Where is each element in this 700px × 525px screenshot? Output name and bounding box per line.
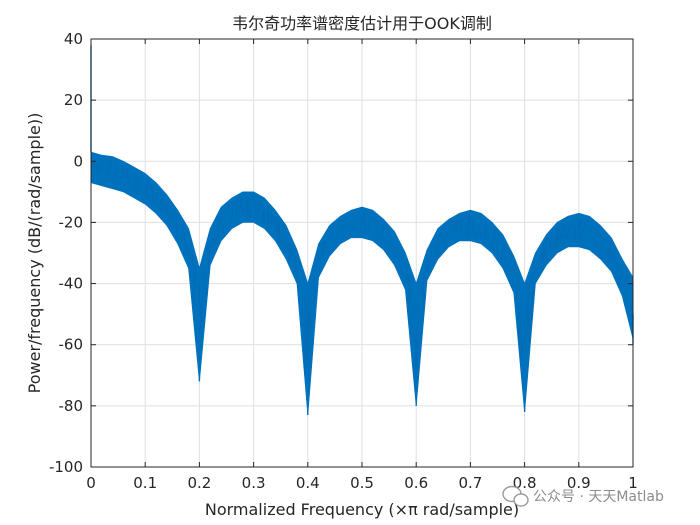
y-tick-label: 0	[73, 152, 83, 170]
y-tick-label: -60	[59, 336, 84, 354]
y-tick-label: -100	[49, 458, 83, 476]
y-tick-label: -80	[59, 397, 84, 415]
x-tick-label: 0.7	[458, 474, 482, 492]
x-tick-label: 0.5	[350, 474, 374, 492]
x-tick-label: 0	[86, 474, 96, 492]
x-tick-label: 0.4	[296, 474, 320, 492]
axis-ticks: 0 0.1 0.2 0.3 0.4 0.5 0.6 0.7 0.8 0.9 1 -100 -80 -60 -…	[49, 30, 638, 492]
chart-title: 韦尔奇功率谱密度估计用于OOK调制	[232, 14, 492, 33]
x-axis-label: Normalized Frequency (×π rad/sample)	[205, 500, 519, 519]
x-tick-label: 0.2	[187, 474, 211, 492]
wechat-icon	[502, 485, 529, 507]
y-axis-label: Power/frequency (dB/(rad/sample))	[25, 113, 44, 394]
x-tick-label: 0.1	[133, 474, 157, 492]
y-tick-label: 40	[64, 30, 83, 48]
x-tick-label: 0.9	[567, 474, 591, 492]
y-tick-label: 20	[64, 91, 83, 109]
y-tick-label: -20	[59, 213, 84, 231]
x-tick-label: 0.3	[242, 474, 266, 492]
x-tick-label: 1	[628, 474, 638, 492]
watermark: 公众号 · 天天Matlab	[502, 485, 664, 507]
watermark-text: 公众号 · 天天Matlab	[533, 489, 664, 505]
x-tick-label: 0.8	[513, 474, 537, 492]
y-tick-label: -40	[59, 275, 84, 293]
x-tick-label: 0.6	[404, 474, 428, 492]
